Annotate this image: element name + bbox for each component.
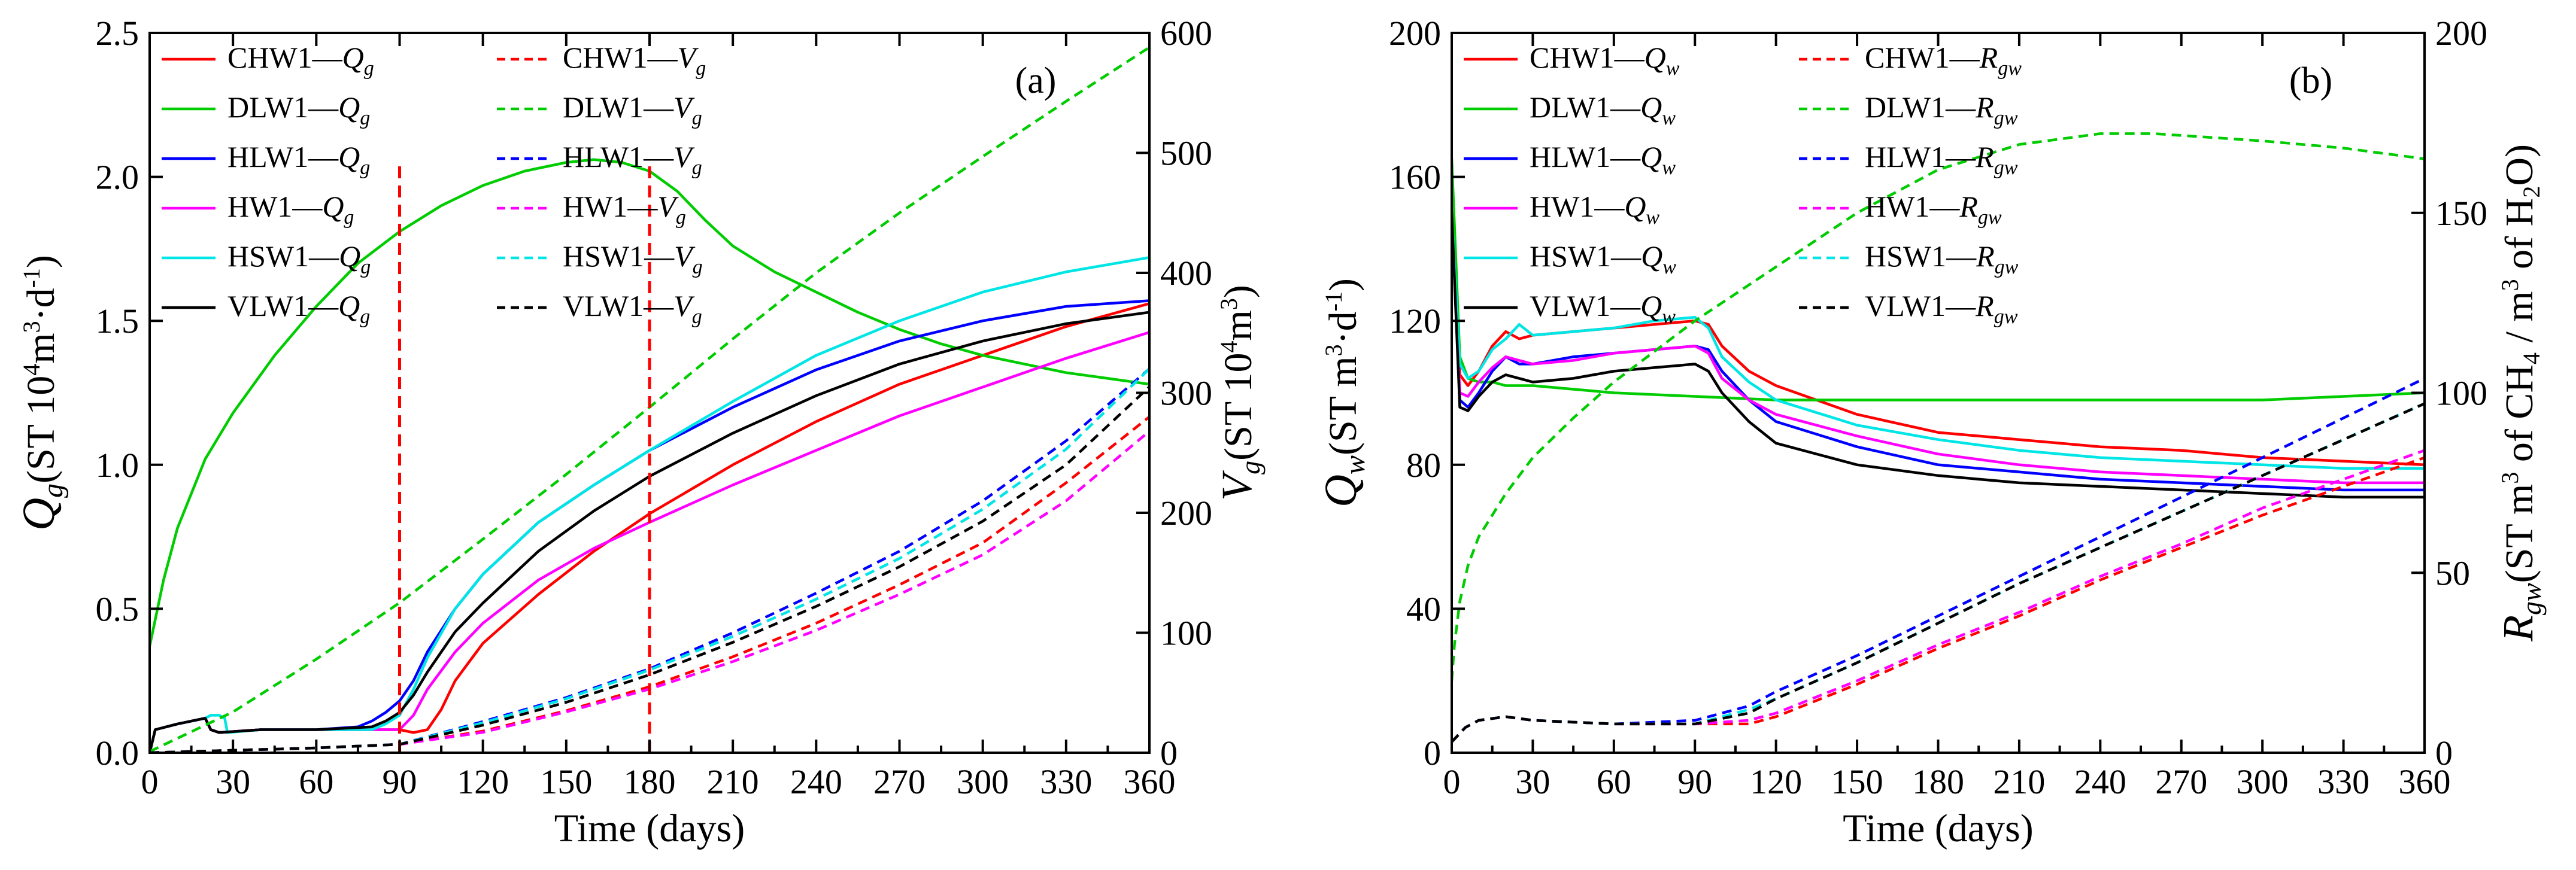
x-tick-label: 90 — [1677, 762, 1712, 801]
y2-tick-label: 400 — [1160, 254, 1212, 293]
panel-b: 0 30 60 90 120 150 180 210 240 270 300 330 360040801… — [1316, 14, 2547, 850]
y2-tick-label: 100 — [1160, 614, 1212, 653]
y-tick-label: 2.5 — [96, 14, 139, 53]
x-tick-label: 120 — [457, 762, 509, 801]
x-tick-label: 60 — [1597, 762, 1631, 801]
y2-tick-label: 100 — [2435, 374, 2487, 413]
y-axis-label: Qg(ST 104m3·d-1) — [14, 255, 69, 531]
y-tick-label: 0.0 — [96, 734, 139, 772]
legend-entry: DLW1—Qw — [1530, 90, 1676, 129]
x-tick-label: 30 — [1515, 762, 1550, 801]
y-tick-label: 1.0 — [96, 446, 139, 485]
panel-a: 0 30 60 90 120 150 180 210 240 270 300 330 360 0.0 0.5… — [14, 14, 1266, 850]
x-tick-label: 0 — [141, 762, 159, 801]
legend-entry: HSW1—Vg — [563, 239, 703, 278]
y2-tick-label: 200 — [1160, 494, 1212, 533]
y-tick-label: 0 — [1424, 734, 1441, 772]
legend-entry: CHW1—Vg — [563, 41, 706, 80]
y-tick-label: 80 — [1406, 446, 1441, 485]
series-line — [150, 256, 1149, 753]
legend-entry: HSW1—Qg — [227, 239, 371, 278]
y-tick-label: 40 — [1406, 589, 1441, 628]
y2-tick-label: 600 — [1160, 14, 1212, 53]
series-line — [150, 415, 1149, 753]
legend-entry: DLW1—Qg — [227, 90, 370, 129]
x-tick-label: 30 — [216, 762, 250, 801]
panel-label: (b) — [2289, 60, 2332, 101]
legend-entry: VLW1—Vg — [563, 289, 702, 328]
x-tick-label: 210 — [707, 762, 759, 801]
series-line — [1452, 212, 2425, 485]
y-tick-label: 120 — [1389, 302, 1441, 340]
legend-entry: HW1—Qw — [1530, 190, 1659, 229]
series-line — [1452, 402, 2425, 743]
y2-tick-label: 0 — [1160, 734, 1178, 772]
x-tick-label: 240 — [2074, 762, 2126, 801]
y2-tick-label: 150 — [2435, 194, 2487, 233]
x-tick-label: 240 — [790, 762, 842, 801]
y-axis-label: Qw(ST m3·d-1) — [1316, 278, 1371, 507]
legend-entry: CHW1—Qw — [1530, 41, 1680, 80]
legend-entry: VLW1—Qg — [227, 289, 370, 328]
legend-entry: HLW1—Qw — [1530, 140, 1676, 179]
y2-tick-label: 500 — [1160, 134, 1212, 173]
legend-entry: DLW1—Rgw — [1865, 90, 2018, 129]
y2-tick-label: 300 — [1160, 374, 1212, 413]
x-axis-label: Time (days) — [554, 807, 745, 850]
panel-label: (a) — [1015, 60, 1057, 101]
y2-axis-label: Rgw(ST m3 of CH4 / m3 of H2O) — [2494, 144, 2547, 642]
x-tick-label: 300 — [957, 762, 1009, 801]
legend-entry: DLW1—Vg — [563, 90, 702, 129]
x-tick-label: 270 — [2155, 762, 2207, 801]
x-tick-label: 330 — [1040, 762, 1092, 801]
x-tick-label: 120 — [1750, 762, 1802, 801]
y2-tick-label: 0 — [2435, 734, 2453, 772]
series-line — [150, 311, 1149, 753]
y2-tick-label: 50 — [2435, 553, 2470, 592]
y-tick-label: 160 — [1389, 158, 1441, 197]
x-tick-label: 360 — [1124, 762, 1176, 801]
legend: CHW1—Qw DLW1—Qw HLW1—Qw HW1—Qw HSW1—Qw VLW1—Q… — [1464, 41, 2022, 328]
legend-entry: HW1—Vg — [563, 190, 686, 229]
series-line — [1452, 212, 2425, 499]
series-line — [1452, 456, 2425, 743]
x-tick-label: 360 — [2399, 762, 2451, 801]
y-tick-label: 0.5 — [96, 589, 139, 628]
y2-tick-label: 200 — [2435, 14, 2487, 53]
legend-entry: HLW1—Qg — [227, 140, 370, 179]
legend-entry: HSW1—Rgw — [1865, 239, 2019, 278]
legend-entry: VLW1—Qw — [1530, 289, 1676, 328]
y-tick-label: 2.0 — [96, 158, 139, 197]
y-tick-label: 200 — [1389, 14, 1441, 53]
y-tick-label: 1.5 — [96, 302, 139, 340]
x-tick-label: 210 — [1993, 762, 2045, 801]
legend-entry: CHW1—Qg — [227, 41, 374, 80]
x-tick-label: 90 — [383, 762, 417, 801]
series-line — [150, 385, 1149, 753]
legend-entry: HW1—Rgw — [1865, 190, 2002, 229]
legend-entry: HW1—Qg — [227, 190, 354, 229]
legend-entry: HLW1—Vg — [563, 140, 702, 179]
x-tick-label: 180 — [1912, 762, 1964, 801]
legend-entry: HLW1—Rgw — [1865, 140, 2018, 179]
x-tick-label: 150 — [540, 762, 592, 801]
series-line — [1452, 212, 2425, 492]
x-tick-label: 60 — [299, 762, 333, 801]
x-tick-label: 330 — [2317, 762, 2369, 801]
legend-entry: HSW1—Qw — [1530, 239, 1676, 278]
x-axis-label: Time (days) — [1843, 807, 2033, 850]
x-tick-label: 180 — [624, 762, 676, 801]
y2-axis-label: Vg(ST 104m3) — [1213, 285, 1266, 501]
x-tick-label: 300 — [2237, 762, 2289, 801]
legend: CHW1—Qg DLW1—Qg HLW1—Qg HW1—Qg HSW1—Qg VLW1—Q… — [162, 41, 706, 328]
x-tick-label: 0 — [1443, 762, 1461, 801]
series-line — [1452, 212, 2425, 470]
legend-entry: VLW1—Rgw — [1865, 289, 2018, 328]
legend-entry: CHW1—Rgw — [1865, 41, 2022, 80]
x-tick-label: 270 — [873, 762, 926, 801]
series-group — [1452, 132, 2425, 743]
series-line — [1452, 132, 2425, 681]
x-tick-label: 150 — [1831, 762, 1883, 801]
